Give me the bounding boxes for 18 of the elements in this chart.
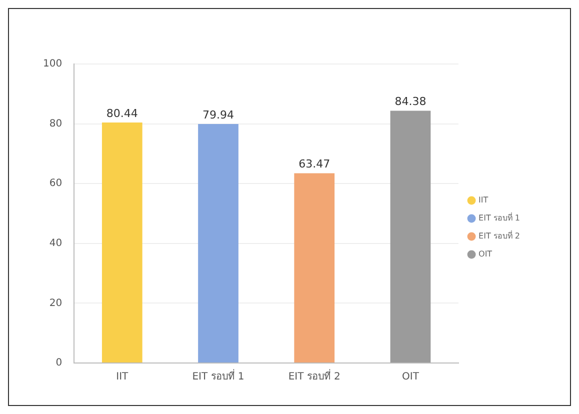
y-tick-label: 80: [49, 118, 62, 130]
legend-label: OIT: [478, 250, 492, 259]
x-tick-label: EIT รอบที่ 2: [288, 368, 340, 383]
x-tick-label: EIT รอบที่ 1: [192, 368, 244, 383]
data-label: 63.47: [298, 158, 330, 171]
data-label: 79.94: [202, 108, 234, 122]
legend-label: IIT: [478, 196, 488, 205]
legend-label: EIT รอบที่ 1: [478, 212, 520, 223]
data-label: 80.44: [106, 106, 138, 120]
y-tick-label: 40: [49, 238, 62, 249]
legend-label: EIT รอบที่ 2: [478, 230, 520, 241]
y-tick-label: 60: [49, 178, 62, 190]
x-tick-label: IIT: [116, 372, 130, 383]
y-tick-label: 0: [56, 358, 62, 369]
x-tick-label: OIT: [402, 372, 420, 383]
y-tick-label: 100: [42, 58, 62, 70]
data-label: 84.38: [394, 95, 426, 108]
y-tick-label: 20: [49, 298, 62, 309]
